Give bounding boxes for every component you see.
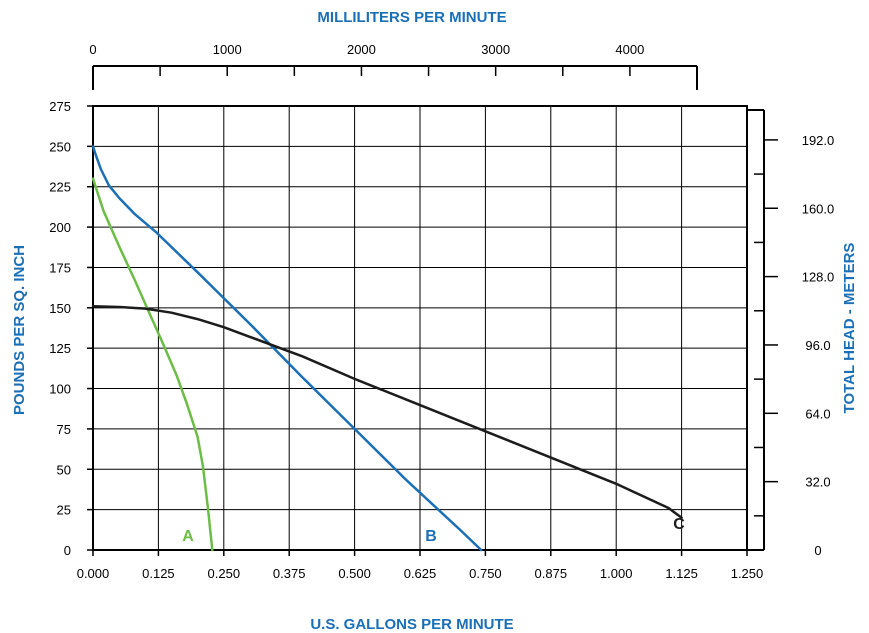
y-tick-label: 125	[49, 341, 71, 356]
y2-axis-title: TOTAL HEAD - METERS	[841, 243, 858, 414]
x-tick-label: 0.125	[142, 566, 175, 581]
series-lines	[91, 145, 683, 552]
x-tick-label: 0.250	[208, 566, 241, 581]
right-axis-tick-label: 128.0	[802, 270, 835, 285]
top-axis-tick-label: 0	[89, 42, 96, 57]
x-tick-label: 0.750	[469, 566, 502, 581]
x-tick-label: 0.375	[273, 566, 306, 581]
grid	[93, 106, 747, 550]
y-tick-label: 150	[49, 301, 71, 316]
right-axis-tick-label: 96.0	[805, 338, 830, 353]
right-axis-tick-label: 0	[814, 543, 821, 558]
y-tick-label: 100	[49, 382, 71, 397]
right-axis-tick-label: 64.0	[805, 406, 830, 421]
top-axis-title: MILLILITERS PER MINUTE	[317, 9, 506, 26]
series-b-line	[91, 145, 483, 552]
y-tick-label: 225	[49, 180, 71, 195]
top-axis-tick-label: 3000	[481, 42, 510, 57]
x-axis-title: U.S. GALLONS PER MINUTE	[310, 616, 513, 633]
top-axis-tick-label: 4000	[615, 42, 644, 57]
y-tick-label: 275	[49, 99, 71, 114]
x-tick-label: 0.500	[338, 566, 371, 581]
series-c-label: C	[673, 516, 685, 533]
series-labels: A B C	[182, 516, 685, 545]
series-a-label: A	[182, 528, 194, 545]
x-tick-label: 0.875	[535, 566, 568, 581]
series-a-line	[91, 177, 214, 552]
series-c-line	[91, 304, 683, 519]
y-tick-label: 50	[57, 462, 71, 477]
series-b-label: B	[425, 528, 437, 545]
right-axis-tick-label: 192.0	[802, 133, 835, 148]
x-tick-label: 0.000	[77, 566, 110, 581]
y-tick-label: 250	[49, 139, 71, 154]
x-tick-label: 1.000	[600, 566, 633, 581]
right-axis-tick-label: 160.0	[802, 201, 835, 216]
x-tick-label: 1.125	[665, 566, 698, 581]
y-tick-label: 175	[49, 260, 71, 275]
top-axis-tick-label: 1000	[213, 42, 242, 57]
x-tick-label: 1.250	[731, 566, 764, 581]
x-tick-label: 0.625	[404, 566, 437, 581]
y-tick-label: 0	[64, 543, 71, 558]
axes: 0.000 0.125 0.250 0.375 0.500 0.625 0.750 0.875…	[49, 42, 834, 581]
y-tick-label: 25	[57, 503, 71, 518]
y-tick-label: 200	[49, 220, 71, 235]
y-axis-title: POUNDS PER SQ. INCH	[11, 245, 28, 415]
right-axis-tick-label: 32.0	[805, 475, 830, 490]
y-tick-label: 75	[57, 422, 71, 437]
top-axis-tick-label: 2000	[347, 42, 376, 57]
